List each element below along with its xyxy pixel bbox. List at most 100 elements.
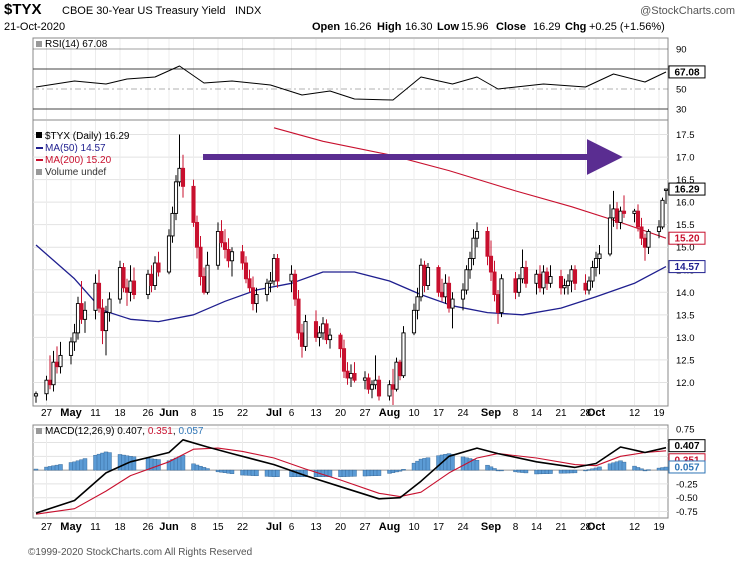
macd-histogram-bar — [107, 452, 112, 471]
chart-date: 21-Oct-2020 — [4, 21, 65, 33]
candle-body-up — [373, 379, 378, 386]
candle-body-up — [387, 384, 392, 397]
candle-body-down — [247, 278, 252, 289]
close-badge: 16.29 — [674, 185, 699, 196]
candle-body-up — [327, 334, 333, 341]
price-tick-label: 16.0 — [676, 198, 695, 209]
candle-body-down — [352, 372, 357, 381]
candle-body-up — [317, 332, 322, 338]
candle-body-down — [292, 273, 298, 300]
open-label: Open — [312, 21, 340, 33]
candle-body-up — [44, 379, 49, 395]
candle-body-down — [194, 221, 200, 248]
x-tick-label: Jul — [266, 407, 282, 419]
candle-body-down — [156, 262, 161, 273]
candle-body-up — [177, 167, 182, 183]
macd-legend: MACD(12,26,9) 0.407, 0.351, 0.057 — [36, 426, 204, 437]
rsi-line — [35, 65, 667, 101]
candle-body-up — [145, 273, 151, 296]
candle-body-down — [313, 321, 319, 338]
macd-legend-signal: 0.351 — [148, 426, 173, 437]
ma50-badge-box — [668, 260, 706, 274]
x-tick-label: 10 — [408, 522, 420, 533]
macd-legend-hist: 0.057 — [178, 426, 203, 437]
candle-body-down — [47, 379, 53, 386]
x-tick-label: 21 — [555, 408, 567, 419]
candle-body-up — [320, 323, 326, 334]
price-tick-label: 14.0 — [676, 288, 695, 299]
candle-body-down — [131, 280, 137, 296]
x-tick-label: Aug — [379, 521, 400, 533]
price-legend-swatch — [36, 132, 42, 138]
ma50-badge: 14.57 — [674, 262, 699, 273]
macd-tick-label: -0.25 — [676, 479, 698, 490]
price-panel — [32, 119, 669, 407]
low-label: Low — [437, 21, 459, 33]
x-tick-label: 24 — [457, 522, 469, 533]
candle-body-down — [226, 249, 231, 262]
candle-body-up — [215, 230, 221, 266]
candle-body-up — [72, 332, 77, 343]
candle-body-up — [569, 269, 574, 282]
ma50-legend-text: MA(50) 14.57 — [45, 143, 106, 154]
x-tick-label: Jun — [159, 521, 179, 533]
x-tick-label: 13 — [310, 522, 322, 533]
rsi-tick-label: 30 — [676, 105, 687, 116]
x-tick-label: 15 — [212, 408, 224, 419]
x-tick-label: 15 — [212, 522, 224, 533]
change-value: +0.25 (+1.56%) — [589, 21, 665, 33]
candle-body-down — [149, 273, 154, 286]
x-tick-label: Oct — [587, 407, 606, 419]
price-tick-label: 13.0 — [676, 333, 695, 344]
candle-body-up — [425, 267, 431, 286]
candle-body-up — [68, 341, 74, 356]
candle-body-down — [513, 278, 518, 293]
ma200-legend-text: MA(200) 15.20 — [45, 155, 112, 166]
macd-legend-text: MACD(12,26,9) 0.407, 0.351, 0.057 — [45, 426, 204, 437]
x-tick-label: 6 — [289, 522, 295, 533]
x-tick-label: 27 — [359, 408, 371, 419]
candle-body-up — [415, 296, 420, 311]
macd-line — [35, 438, 667, 514]
macd-histogram-bar — [450, 454, 455, 471]
x-tick-label: 27 — [359, 522, 371, 533]
candle-body-up — [75, 303, 81, 334]
candle-body-up — [205, 264, 210, 293]
macd-badge-box — [668, 439, 706, 453]
candle-body-down — [180, 167, 186, 187]
candle-body-up — [51, 361, 56, 386]
candle-body-down — [446, 282, 452, 309]
macd-legend-swatch — [36, 428, 42, 434]
candle-body-down — [222, 242, 228, 250]
candle-body-up — [289, 273, 294, 282]
macd-histogram-bar — [597, 466, 602, 471]
candle-body-down — [583, 282, 588, 291]
candle-body-up — [443, 282, 448, 298]
x-tick-label: 28 — [580, 408, 592, 419]
price-legend: $TYX (Daily) 16.29 MA(50) 14.57 MA(200) … — [36, 131, 130, 178]
close-label: Close — [496, 21, 526, 33]
candle-body-down — [275, 258, 280, 282]
x-tick-label: 18 — [114, 408, 126, 419]
candle-body-down — [366, 377, 371, 390]
x-tick-label: 10 — [408, 408, 420, 419]
macd-histogram-bar — [131, 456, 137, 471]
x-tick-label: Aug — [379, 407, 400, 419]
high-label: High — [377, 21, 402, 33]
x-tick-label: May — [60, 521, 82, 533]
macd-histogram-bar — [401, 469, 406, 471]
exchange: INDX — [235, 5, 262, 17]
price-tick-label: 12.0 — [676, 378, 695, 389]
rsi-legend-text: RSI(14) 67.08 — [45, 39, 108, 50]
x-tick-label: 22 — [237, 522, 249, 533]
macd-histogram-bar — [663, 466, 669, 471]
candle-body-up — [593, 258, 599, 268]
rsi-tick-label: 50 — [676, 85, 687, 96]
change-label: Chg — [565, 21, 586, 33]
candle-body-up — [254, 294, 259, 305]
macd-histogram-bar — [548, 469, 553, 474]
candle-body-up — [93, 282, 98, 311]
x-tick-label: 27 — [41, 522, 53, 533]
x-tick-label: 14 — [531, 522, 543, 533]
macd-tick-label: 0.75 — [676, 424, 695, 435]
